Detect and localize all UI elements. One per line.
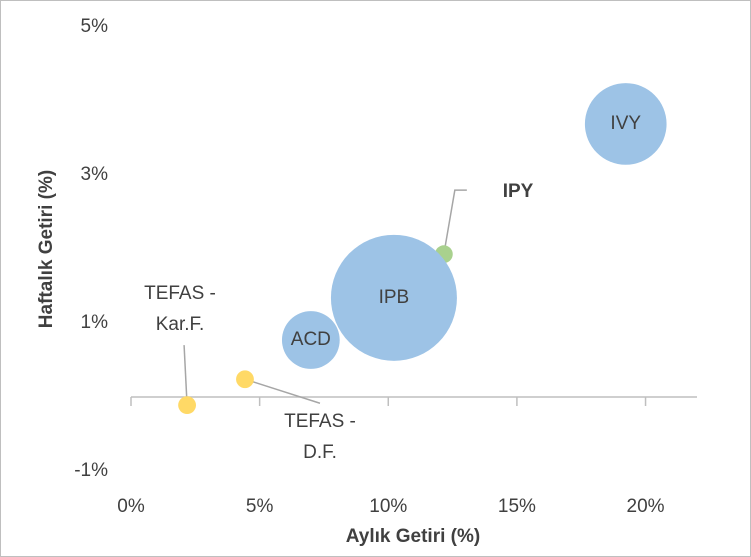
y-axis-label: Haftalık Getiri (%)	[36, 170, 57, 328]
data-label: D.F.	[303, 442, 337, 463]
y-tick-label: 3%	[81, 164, 109, 185]
data-label: IPY	[503, 181, 534, 202]
data-label: Kar.F.	[156, 314, 205, 335]
x-tick-label: 0%	[117, 496, 145, 517]
x-tick-label: 15%	[498, 496, 536, 517]
x-axis-label: Aylık Getiri (%)	[346, 526, 480, 547]
bubble	[178, 396, 196, 415]
leader-line	[183, 345, 188, 406]
bubble	[584, 83, 667, 165]
bubble	[236, 370, 254, 389]
x-tick-label: 20%	[627, 496, 665, 517]
leader-line	[244, 378, 321, 404]
data-label: TEFAS -	[284, 411, 356, 432]
data-label: ACD	[291, 329, 331, 350]
leader-line	[443, 189, 467, 255]
data-label: TEFAS -	[144, 283, 216, 304]
bubble	[281, 311, 340, 369]
y-tick-label: 5%	[81, 16, 109, 37]
y-tick-label: 1%	[81, 312, 109, 333]
data-label: IPB	[379, 287, 410, 308]
x-tick-label: 10%	[369, 496, 407, 517]
bubble	[330, 234, 457, 361]
x-tick-label: 5%	[246, 496, 274, 517]
data-label: IVY	[610, 113, 641, 134]
y-tick-label: -1%	[74, 460, 108, 481]
